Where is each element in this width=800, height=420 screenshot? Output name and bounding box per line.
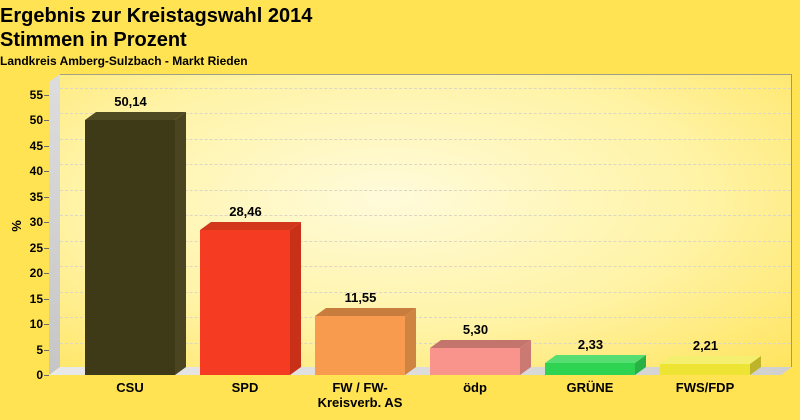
chart-subtitle: Stimmen in Prozent [0,29,187,51]
y-tick-mark-45 [44,145,49,147]
y-tick-label-45: 45 [29,138,43,153]
bar-FWS/FDP [660,364,750,375]
y-tick-mark-15 [44,298,49,300]
bar-value-label-CSU: 50,14 [114,94,147,109]
category-label-FW / FW-Kreisverb. AS: Kreisverb. AS [317,395,403,410]
gridline-10 [60,317,791,319]
category-label-GRÜNE: GRÜNE [566,380,614,395]
y-tick-mark-25 [44,247,49,249]
gridline-15 [60,291,791,293]
bar-value-label-GRÜNE: 2,33 [577,337,604,352]
category-label-CSU: CSU [116,380,144,395]
category-label-SPD: SPD [231,380,259,395]
gridline-5 [60,342,791,344]
bar-top-ödp [430,340,531,348]
y-tick-mark-40 [44,171,49,173]
bar-top-FW / FW-Kreisverb. AS [315,308,416,316]
y-tick-mark-50 [44,120,49,122]
bar-side-FW / FW-Kreisverb. AS [405,308,416,375]
y-tick-mark-35 [44,196,49,198]
bar-top-FWS/FDP [660,356,761,364]
y-tick-mark-10 [44,324,49,326]
y-tick-label-0: 0 [36,368,43,382]
y-tick-label-40: 40 [29,164,43,179]
gridline-45 [60,138,791,140]
chart-caption: Landkreis Amberg-Sulzbach - Markt Rieden [0,54,248,68]
bar-side-SPD [290,222,301,375]
y-tick-mark-55 [44,95,49,96]
y-tick-mark-20 [44,273,49,275]
y-tick-label-15: 15 [29,291,43,306]
y-tick-label-20: 20 [29,266,43,281]
floor-3d [49,367,792,375]
bar-GRÜNE [545,363,635,375]
gridline-50 [60,113,791,115]
bar-side-FWS/FDP [750,356,761,375]
bar-value-label-ödp: 5,30 [462,322,489,337]
y-tick-label-10: 10 [29,317,43,332]
y-tick-label-55: 55 [29,88,43,102]
gridline-20 [60,266,791,268]
bar-CSU [85,120,175,375]
y-tick-mark-0 [44,375,49,376]
bar-ödp [430,348,520,375]
gridline-30 [60,215,791,217]
y-tick-label-5: 5 [36,342,43,357]
bar-value-label-FW / FW-Kreisverb. AS: 11,55 [344,290,377,305]
y-tick-label-25: 25 [29,240,43,255]
bar-value-label-FWS/FDP: 2,21 [692,338,719,353]
y-tick-mark-5 [44,349,49,351]
gridline-40 [60,164,791,166]
bar-top-SPD [200,222,301,230]
left-wall-3d [49,74,60,375]
gridline-25 [60,240,791,242]
chart-title: Ergebnis zur Kreistagswahl 2014 [0,5,313,27]
bar-side-ödp [520,340,531,375]
bar-top-CSU [85,112,186,120]
y-tick-label-30: 30 [29,215,43,230]
bar-SPD [200,230,290,375]
bar-side-GRÜNE [635,355,646,375]
bar-side-CSU [175,112,186,375]
bar-top-GRÜNE [545,355,646,363]
y-tick-label-35: 35 [29,189,43,204]
y-tick-mark-30 [44,222,49,224]
bar-FW / FW-Kreisverb. AS [315,316,405,375]
y-tick-label-50: 50 [29,113,43,128]
bar-value-label-SPD: 28,46 [229,204,262,219]
category-label-FW / FW-Kreisverb. AS: FW / FW- [332,380,388,395]
category-label-FWS/FDP: FWS/FDP [675,380,735,395]
gridline-55 [60,88,791,89]
category-label-ödp: ödp [463,380,487,395]
gridline-35 [60,189,791,191]
